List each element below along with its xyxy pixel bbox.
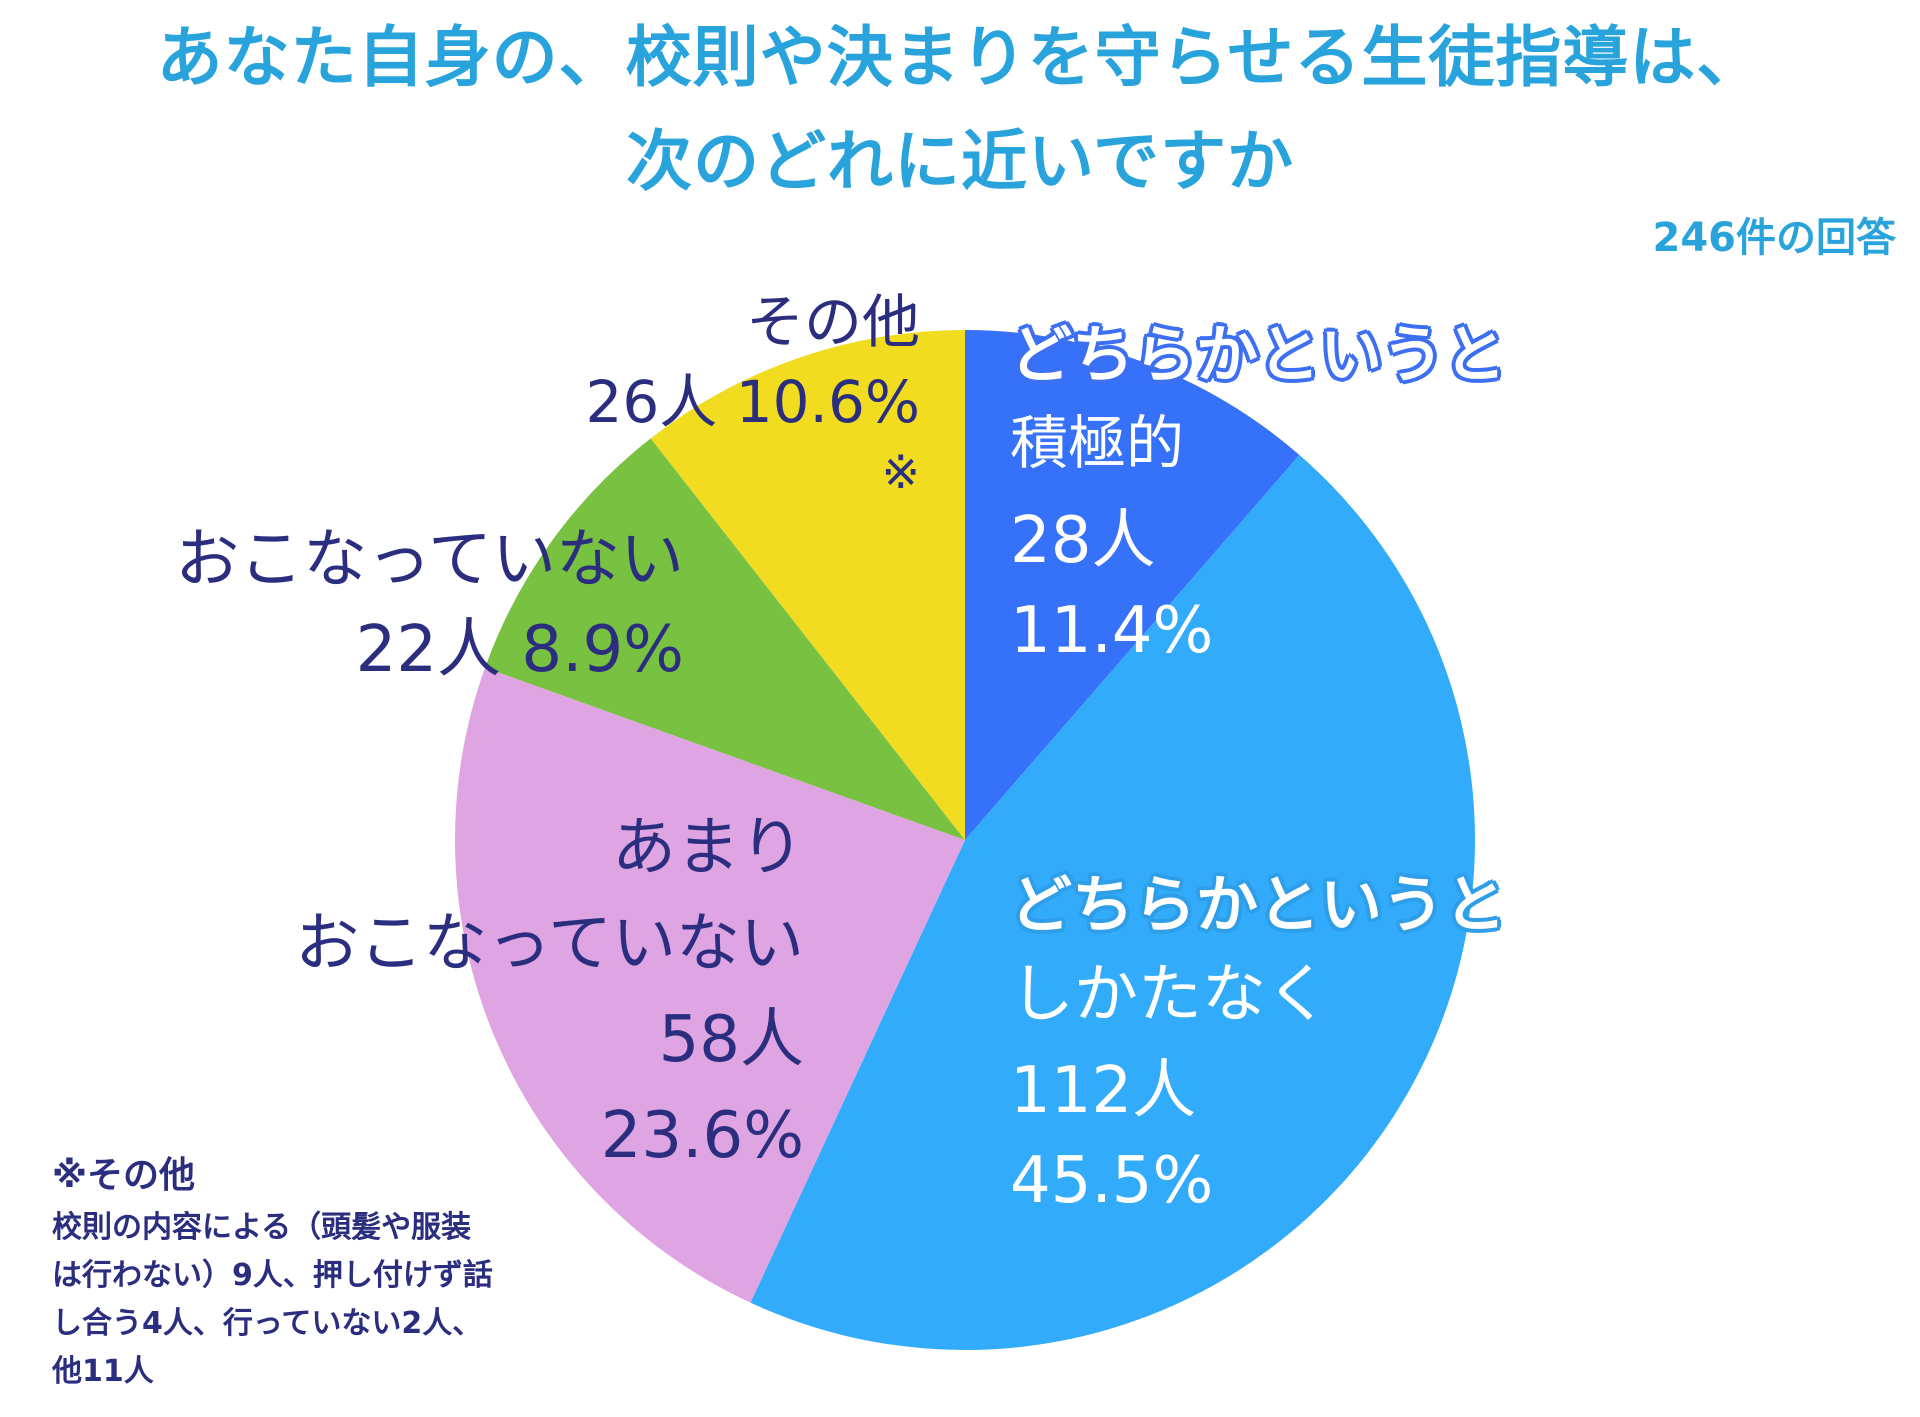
slice-label-other: その他 26人 10.6% ※ [586,282,921,502]
footnote-line1: 校則の内容による（頭髪や服装 [52,1210,472,1245]
chart-title: あなた自身の、校則や決まりを守らせる生徒指導は、 次のどれに近いですか [0,6,1920,214]
slice-label-rarely-pct: 23.6% [600,1099,804,1173]
slice-label-other-line1: その他 [745,288,920,356]
slice-reluctant [750,454,1475,1350]
slice-label-rarely: あまり おこなっていない 58人 23.6% [295,800,804,1184]
slice-label-reluctant-pct: 45.5% [1010,1144,1214,1218]
response-count: 246件の回答 [1652,215,1897,261]
slice-label-not-done: おこなっていない 22人 8.9% [175,515,684,695]
slice-rarely [455,667,965,1303]
slice-label-reluctant-line2: しかたなく [1010,958,1330,1032]
slice-label-not-done-line1: おこなっていない [175,523,684,597]
slice-not-done [485,438,965,840]
chart-title-line2: 次のどれに近いですか [625,123,1295,200]
slice-label-not-done-line2: 22人 8.9% [355,613,684,687]
footnote-title: ※その他 [52,1155,195,1196]
slice-label-other-mark: ※ [881,445,920,499]
slice-positive [965,330,1300,840]
footnote-line3: し合う4人、行っていない2人、 [52,1306,483,1341]
slice-label-reluctant-count: 112人 [1010,1054,1197,1128]
footnote: ※その他 校則の内容による（頭髪や服装 は行わない）9人、押し付けず話 し合う4… [52,1148,592,1396]
slice-label-other-line2: 26人 10.6% [585,368,921,436]
chart-title-line1: あなた自身の、校則や決まりを守らせる生徒指導は、 [156,19,1764,96]
slice-label-reluctant: どちらかというと しかたなく 112人 45.5% [1010,860,1506,1226]
slice-label-reluctant-line1: どちらかというと [1010,868,1507,941]
footnote-line4: 他11人 [52,1354,154,1389]
slice-label-rarely-line1: あまり [612,811,804,885]
slice-other [650,330,965,840]
slice-label-positive-line2: 積極的 [1010,409,1185,477]
slice-label-positive-count: 28人 [1010,504,1156,578]
slice-label-rarely-line2: おこなっていない [295,907,804,981]
slice-label-positive: どちらかというと 積極的 28人 11.4% [1010,310,1506,676]
slice-label-positive-line1: どちらかというと [1010,318,1507,391]
slice-label-rarely-count: 58人 [658,1003,804,1077]
footnote-line2: は行わない）9人、押し付けず話 [52,1258,493,1293]
slice-label-positive-pct: 11.4% [1010,594,1214,668]
